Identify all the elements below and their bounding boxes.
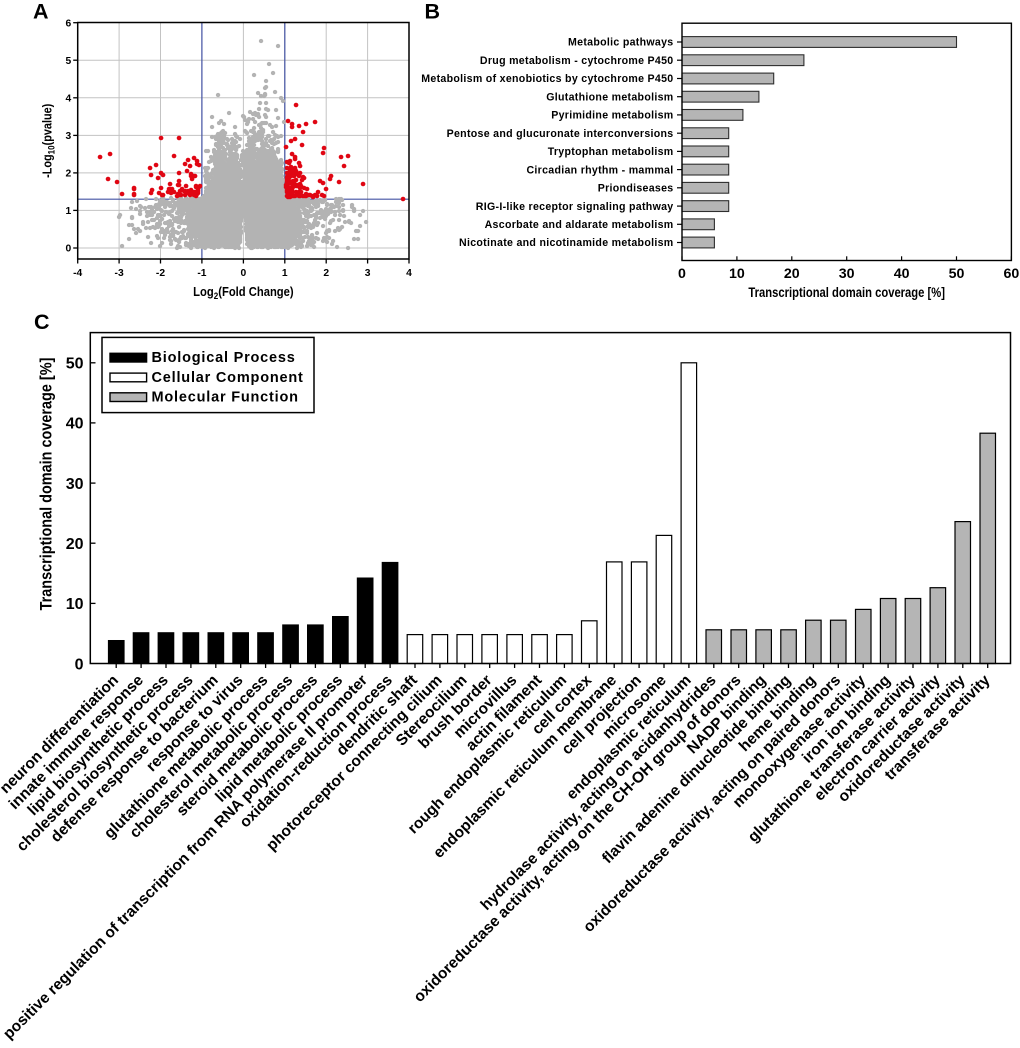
svg-text:A: A [33,0,49,24]
svg-text:10: 10 [66,596,84,613]
svg-text:Pyrimidine metabolism: Pyrimidine metabolism [551,110,673,122]
svg-text:-Log10(pvalue): -Log10(pvalue) [40,104,57,178]
svg-text:Biological Process: Biological Process [152,350,296,366]
svg-text:20: 20 [66,536,84,553]
svg-text:B: B [425,0,441,24]
svg-text:Metabolism of xenobiotics by c: Metabolism of xenobiotics by cytochrome … [421,73,673,85]
svg-text:0: 0 [241,268,247,279]
svg-text:50: 50 [66,356,84,373]
svg-text:30: 30 [66,476,84,493]
svg-text:0: 0 [678,266,686,282]
svg-text:-3: -3 [115,268,124,279]
svg-text:Ascorbate and aldarate metabol: Ascorbate and aldarate metabolism [485,219,674,231]
svg-text:0: 0 [65,244,71,255]
svg-text:40: 40 [66,416,84,433]
svg-text:Circadian rhythm - mammal: Circadian rhythm - mammal [526,164,673,176]
svg-text:Glutathione metabolism: Glutathione metabolism [546,91,673,103]
svg-text:Transcriptional domain coverag: Transcriptional domain coverage [%] [748,285,945,300]
svg-text:3: 3 [65,131,71,142]
svg-text:Priondiseases: Priondiseases [598,183,674,195]
svg-text:1: 1 [65,206,71,217]
svg-text:Metabolic pathways: Metabolic pathways [568,37,673,49]
svg-text:Drug metabolism - cytochrome P: Drug metabolism - cytochrome P450 [480,55,674,67]
svg-text:10: 10 [729,266,745,282]
svg-text:4: 4 [406,268,412,279]
svg-text:Pentose and glucuronate interc: Pentose and glucuronate interconversions [447,128,674,140]
svg-text:4: 4 [65,94,71,105]
svg-text:2: 2 [65,169,71,180]
svg-text:Nicotinate and nicotinamide me: Nicotinate and nicotinamide metabolism [459,237,673,249]
svg-text:RIG-I-like receptor signaling: RIG-I-like receptor signaling pathway [476,201,674,213]
svg-text:Tryptophan metabolism: Tryptophan metabolism [548,146,674,158]
svg-text:Log2(Fold Change): Log2(Fold Change) [193,284,293,301]
svg-text:3: 3 [365,268,371,279]
svg-text:Cellular Component: Cellular Component [152,370,304,386]
svg-text:0: 0 [75,656,84,673]
svg-text:C: C [34,310,50,334]
svg-text:50: 50 [949,266,965,282]
svg-text:Molecular Function: Molecular Function [152,389,299,405]
svg-text:30: 30 [839,266,855,282]
svg-text:1: 1 [282,268,288,279]
svg-text:-4: -4 [73,268,82,279]
svg-text:Transcriptional domain coverag: Transcriptional domain coverage [%] [37,358,55,611]
svg-text:2: 2 [323,268,329,279]
svg-text:60: 60 [1004,266,1020,282]
svg-text:-2: -2 [156,268,165,279]
svg-text:40: 40 [894,266,910,282]
svg-text:-1: -1 [197,268,206,279]
svg-text:5: 5 [65,56,71,67]
svg-text:20: 20 [784,266,800,282]
svg-text:6: 6 [65,18,71,29]
